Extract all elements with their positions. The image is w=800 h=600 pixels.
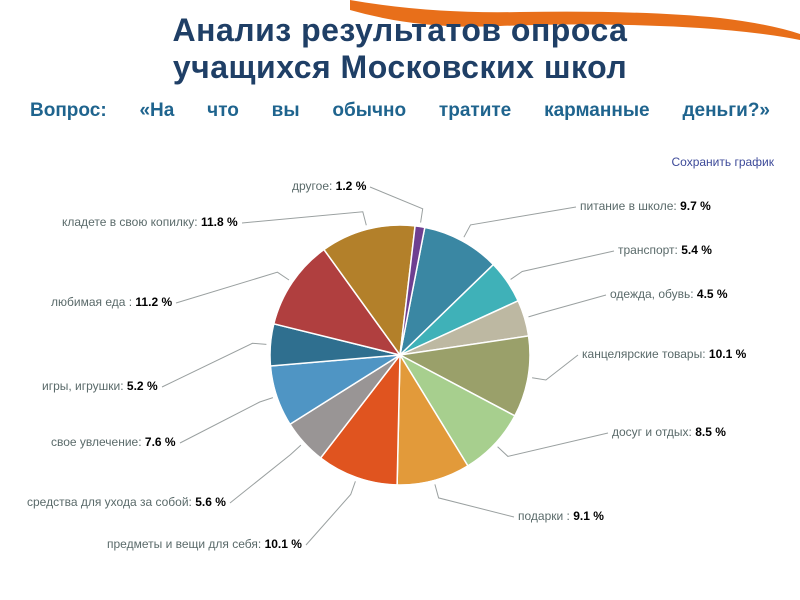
- pie-label-value: 9.1 %: [573, 509, 604, 523]
- pie-label-value: 5.6 %: [195, 495, 226, 509]
- pie-label-value: 4.5 %: [697, 287, 728, 301]
- pie-label-text: подарки :: [518, 509, 573, 523]
- pie-label-text: другое:: [292, 179, 336, 193]
- pie-label: средства для ухода за собой: 5.6 %: [27, 495, 226, 509]
- leader-line: [176, 272, 289, 303]
- pie-label-text: канцелярские товары:: [582, 347, 709, 361]
- pie-label-text: любимая еда :: [51, 295, 135, 309]
- pie-label: транспорт: 5.4 %: [618, 243, 712, 257]
- pie-label: игры, игрушки: 5.2 %: [42, 379, 158, 393]
- page-title: Анализ результатов опроса учащихся Моско…: [30, 12, 770, 86]
- leader-line: [529, 295, 607, 317]
- pie-label: кладете в свою копилку: 11.8 %: [62, 215, 238, 229]
- pie-label: свое увлечение: 7.6 %: [51, 435, 176, 449]
- pie-label-value: 8.5 %: [695, 425, 726, 439]
- leader-line: [370, 187, 423, 223]
- pie-label-text: питание в школе:: [580, 199, 680, 213]
- pie-label: питание в школе: 9.7 %: [580, 199, 711, 213]
- survey-question: Вопрос: «На что вы обычно тратите карман…: [30, 100, 770, 122]
- pie-label-text: предметы и вещи для себя:: [107, 537, 265, 551]
- title-line-1: Анализ результатов опроса: [173, 12, 628, 48]
- pie-label: другое: 1.2 %: [292, 179, 366, 193]
- leader-line: [435, 484, 514, 517]
- pie-label-value: 10.1 %: [709, 347, 746, 361]
- pie-label-value: 7.6 %: [145, 435, 176, 449]
- pie-label-value: 9.7 %: [680, 199, 711, 213]
- pie-label-value: 5.2 %: [127, 379, 158, 393]
- pie-label-text: игры, игрушки:: [42, 379, 127, 393]
- pie-label-value: 11.2 %: [135, 295, 172, 309]
- pie-label-text: свое увлечение:: [51, 435, 145, 449]
- pie-label: предметы и вещи для себя: 10.1 %: [107, 537, 302, 551]
- pie-label-text: одежда, обувь:: [610, 287, 697, 301]
- pie-label: одежда, обувь: 4.5 %: [610, 287, 728, 301]
- leader-line: [230, 445, 301, 503]
- pie-label: досуг и отдых: 8.5 %: [612, 425, 726, 439]
- leader-line: [532, 355, 578, 380]
- leader-line: [511, 251, 614, 279]
- pie-label-value: 10.1 %: [265, 537, 302, 551]
- pie-label: любимая еда : 11.2 %: [51, 295, 172, 309]
- leader-line: [498, 433, 608, 456]
- leader-line: [242, 212, 366, 226]
- pie-label-text: средства для ухода за собой:: [27, 495, 195, 509]
- pie-label-text: транспорт:: [618, 243, 681, 257]
- pie-chart: питание в школе: 9.7 % транспорт: 5.4 % од…: [0, 160, 800, 590]
- pie-label-text: досуг и отдых:: [612, 425, 695, 439]
- pie-label-text: кладете в свою копилку:: [62, 215, 201, 229]
- leader-line: [162, 343, 266, 387]
- leader-line: [464, 207, 576, 237]
- pie-label-value: 1.2 %: [336, 179, 367, 193]
- pie-label-value: 11.8 %: [201, 215, 238, 229]
- leader-line: [180, 398, 273, 443]
- pie-label-value: 5.4 %: [681, 243, 712, 257]
- pie-label: подарки : 9.1 %: [518, 509, 604, 523]
- title-line-2: учащихся Московских школ: [173, 49, 627, 85]
- pie-label: канцелярские товары: 10.1 %: [582, 347, 746, 361]
- leader-line: [306, 481, 355, 545]
